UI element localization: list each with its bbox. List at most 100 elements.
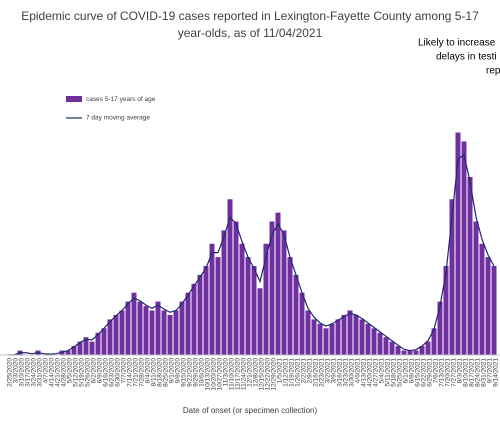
x-tick-label: 11/17/2020 [235, 358, 242, 390]
x-tick-label: 7/20/2021 [445, 358, 452, 387]
chart-title: Epidemic curve of COVID-19 cases reporte… [21, 9, 479, 40]
bar [311, 319, 317, 355]
bar [287, 257, 293, 355]
bar [125, 301, 131, 355]
x-tick-label: 5/19/2020 [79, 358, 86, 387]
bar [257, 288, 263, 355]
bar [461, 141, 467, 355]
annotation: delays in testi [436, 52, 497, 63]
bar [353, 314, 359, 355]
bar [425, 341, 431, 355]
x-tick-label: 8/3/2021 [457, 358, 464, 384]
moving-average-line [8, 153, 495, 356]
bar [455, 132, 461, 355]
x-tick-label: 10/6/2020 [199, 358, 206, 387]
x-tick-label: 7/28/2020 [139, 358, 146, 387]
x-tick-label: 8/17/2021 [469, 358, 476, 387]
bar [209, 243, 215, 355]
bar [227, 199, 233, 355]
bar [215, 257, 221, 355]
x-tick-label: 4/13/2021 [361, 358, 368, 387]
bar [197, 274, 203, 355]
bar [173, 310, 179, 355]
x-tick-label: 8/24/2021 [475, 358, 482, 387]
x-tick-label: 5/11/2021 [385, 358, 392, 387]
x-tick-label: 4/7/2020 [43, 358, 50, 384]
x-tick-label: 3/23/2021 [343, 358, 350, 387]
x-tick-label: 6/29/2021 [427, 358, 434, 387]
x-tick-label: 6/16/2020 [103, 358, 110, 387]
bar [491, 266, 497, 355]
x-tick-label: 2/9/2021 [307, 358, 314, 384]
bar [275, 212, 281, 355]
bar [365, 323, 371, 355]
x-tick-label: 2/16/2021 [313, 358, 320, 387]
bar [449, 199, 455, 355]
bar [65, 350, 71, 355]
bar [83, 337, 89, 355]
x-tick-label: 3/16/2021 [337, 358, 344, 387]
legend-label: cases 5-17 years of age [86, 96, 156, 103]
x-tick-label: 8/18/2020 [157, 358, 164, 387]
x-tick-label: 4/6/2021 [355, 358, 362, 384]
bar [323, 328, 329, 355]
bar [263, 243, 269, 355]
x-tick-label: 2/2/2021 [301, 358, 308, 384]
bar [377, 332, 383, 355]
x-tick-label: 4/20/2021 [367, 358, 374, 387]
x-tick-label: 10/27/2020 [217, 358, 224, 391]
x-tick-label: 9/29/2020 [193, 358, 200, 387]
bar [389, 341, 395, 355]
x-tick-label: 2/23/2021 [319, 358, 326, 387]
x-tick-label: 5/4/2021 [379, 358, 386, 384]
x-tick-label: 8/10/2021 [463, 358, 470, 387]
x-tick-label: 12/15/2020 [259, 358, 266, 391]
x-tick-label: 4/28/2020 [61, 358, 68, 387]
x-tick-label: 3/3/2020 [13, 358, 20, 384]
x-tick-label: 7/6/2021 [433, 358, 440, 384]
x-tick-label: 3/31/2020 [37, 358, 44, 387]
x-tick-label: 9/7/2021 [487, 358, 494, 384]
x-tick-label: 3/10/2020 [19, 358, 26, 387]
x-tick-label: 6/15/2021 [415, 358, 422, 387]
bar [233, 221, 239, 355]
x-tick-label: 6/9/2020 [97, 358, 104, 384]
bar [371, 328, 377, 355]
x-tick-label: 1/19/2021 [289, 358, 296, 387]
x-tick-label: 11/3/2020 [223, 358, 230, 387]
x-tick-label: 8/4/2020 [145, 358, 152, 384]
x-tick-label: 12/1/2020 [247, 358, 254, 387]
x-tick-label: 6/23/2020 [109, 358, 116, 387]
bar [467, 177, 473, 355]
bar [413, 350, 419, 355]
bar [251, 266, 257, 355]
x-tick-label: 1/5/2021 [277, 358, 284, 384]
bar [419, 346, 425, 355]
x-tick-label: 7/21/2020 [133, 358, 140, 387]
bar [143, 306, 149, 355]
x-tick-label: 12/8/2020 [253, 358, 260, 387]
bar [401, 350, 407, 355]
bar [269, 221, 275, 355]
bar [203, 266, 209, 355]
bar [185, 292, 191, 355]
bar [305, 310, 311, 355]
x-tick-label: 8/11/2020 [151, 358, 158, 387]
bar [77, 341, 83, 355]
x-tick-label: 9/15/2020 [181, 358, 188, 387]
bar [359, 319, 365, 355]
bar [131, 292, 137, 355]
bar [347, 310, 353, 355]
bar [71, 346, 77, 355]
bar [317, 323, 323, 355]
bar [443, 266, 449, 355]
x-tick-label: 9/22/2020 [187, 358, 194, 387]
x-tick-label: 5/26/2020 [85, 358, 92, 387]
bar [107, 319, 113, 355]
x-tick-label: 3/17/2020 [25, 358, 32, 387]
bar [101, 328, 107, 355]
bar [155, 301, 161, 355]
x-tick-label: 10/20/2020 [211, 358, 218, 391]
x-tick-label: 5/18/2021 [391, 358, 398, 387]
